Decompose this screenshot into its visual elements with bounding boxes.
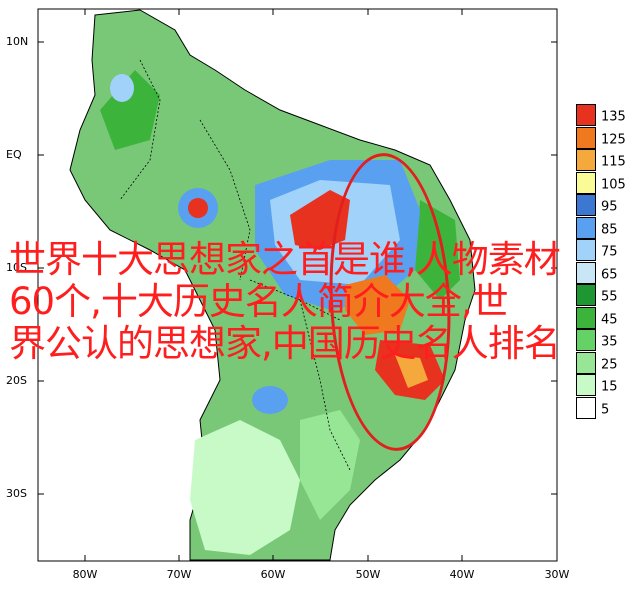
legend-swatch bbox=[576, 306, 596, 329]
legend-swatch bbox=[576, 194, 596, 216]
lat-label-20s: 20S bbox=[6, 374, 27, 387]
overlay-caption-line-1: 世界十大思想家之首是谁,人物素材 bbox=[9, 239, 561, 281]
legend-value: 25 bbox=[601, 357, 618, 373]
land-area-lightgreen-south bbox=[300, 410, 360, 520]
legend-swatch bbox=[576, 149, 596, 171]
land-area-darkgreen bbox=[100, 70, 160, 150]
overlay-caption-line-2: 60个,十大历史名人简介大全,世 bbox=[9, 281, 509, 323]
precip-blue-south bbox=[252, 386, 288, 414]
legend-value: 65 bbox=[601, 267, 618, 283]
legend-value: 115 bbox=[601, 154, 626, 170]
lat-label-30s: 30S bbox=[6, 487, 27, 500]
lon-label-60w: 60W bbox=[260, 568, 286, 581]
lon-label-70w: 70W bbox=[166, 568, 192, 581]
legend-value: 135 bbox=[601, 109, 626, 125]
legend-swatch bbox=[576, 104, 596, 126]
legend-swatch bbox=[576, 239, 596, 261]
legend-colorbar: 135 125 115 105 95 85 75 65 55 45 35 25 15 5 bbox=[576, 104, 636, 464]
lat-label-10s: 10S bbox=[6, 261, 27, 274]
land-area-lightgreen bbox=[190, 420, 300, 555]
precip-red-core-north bbox=[290, 190, 350, 250]
lon-label-30w: 30W bbox=[544, 568, 570, 581]
precip-orange-core-south bbox=[395, 355, 428, 388]
legend-value: 105 bbox=[601, 177, 626, 193]
lat-label-eq: EQ bbox=[6, 148, 22, 161]
legend-swatch bbox=[576, 126, 596, 149]
lon-label-40w: 40W bbox=[449, 568, 475, 581]
lon-label-50w: 50W bbox=[355, 568, 381, 581]
country-borders bbox=[119, 59, 351, 471]
legend-swatch bbox=[576, 396, 596, 419]
legend-value: 45 bbox=[601, 312, 618, 328]
legend-swatch bbox=[576, 329, 596, 351]
legend-swatch bbox=[576, 261, 596, 284]
legend-value: 15 bbox=[601, 379, 618, 395]
legend-swatch bbox=[576, 284, 596, 306]
land-area-darkgreen-east bbox=[415, 200, 460, 300]
overlay-caption-line-3: 界公认的思想家,中国历史名人排名 bbox=[9, 323, 561, 365]
legend-value: 125 bbox=[601, 132, 626, 148]
legend-value: 95 bbox=[601, 199, 618, 215]
precip-orange-core bbox=[345, 275, 410, 335]
legend-swatch bbox=[576, 216, 596, 239]
precip-lightblue-north bbox=[110, 74, 134, 102]
legend-value: 85 bbox=[601, 222, 618, 238]
tick-marks bbox=[38, 9, 557, 561]
legend-swatch bbox=[576, 351, 596, 374]
legend-value: 75 bbox=[601, 244, 618, 260]
legend-value: 55 bbox=[601, 289, 618, 305]
legend-swatch bbox=[576, 171, 596, 194]
legend-swatch bbox=[576, 374, 596, 396]
legend-value: 35 bbox=[601, 334, 618, 350]
precip-red-west bbox=[188, 198, 208, 218]
lat-label-10n: 10N bbox=[6, 35, 29, 48]
legend-value: 5 bbox=[601, 402, 610, 418]
overlay-caption: 世界十大思想家之首是谁,人物素材 60个,十大历史名人简介大全,世 界公认的思想… bbox=[9, 239, 624, 365]
land-area-green bbox=[69, 9, 476, 561]
lon-label-80w: 80W bbox=[72, 568, 98, 581]
